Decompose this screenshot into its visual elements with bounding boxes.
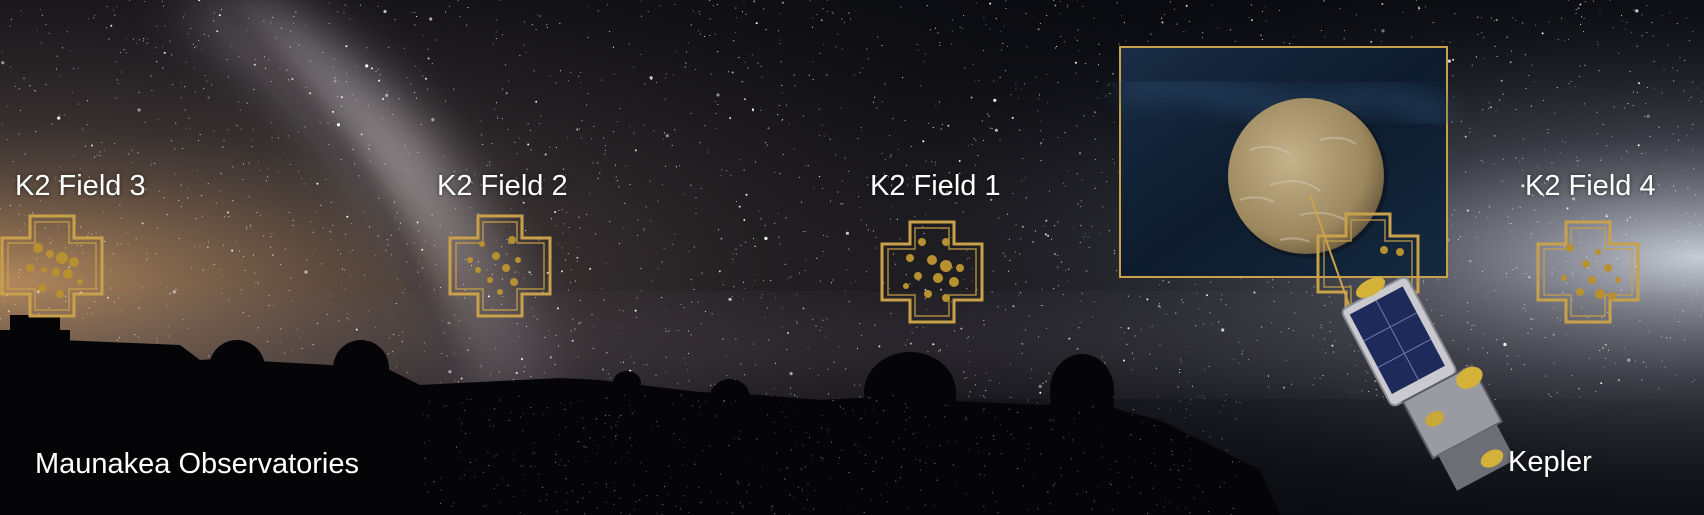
k2-field-4-footprint-icon: [1536, 220, 1640, 324]
kepler-label: Kepler: [1508, 446, 1592, 478]
k2-field-2-footprint-icon: [448, 214, 552, 318]
observatory-silhouette: [0, 315, 1280, 515]
observatories-label: Maunakea Observatories: [35, 448, 359, 480]
inset-field-footprint-icon: [1316, 212, 1420, 316]
exoplanet-inset: [1116, 46, 1455, 278]
k2-field-2-label: K2 Field 2: [437, 170, 568, 202]
k2-field-3-footprint-icon: [0, 214, 104, 318]
exoplanet-illustration: [1228, 98, 1384, 254]
kepler-spacecraft-icon: [1341, 276, 1516, 491]
k2-field-1-footprint-icon: [880, 220, 984, 324]
k2-field-1-label: K2 Field 1: [870, 170, 1001, 202]
k2-field-3-label: K2 Field 3: [15, 170, 146, 202]
k2-field-4-label: K2 Field 4: [1525, 170, 1656, 202]
